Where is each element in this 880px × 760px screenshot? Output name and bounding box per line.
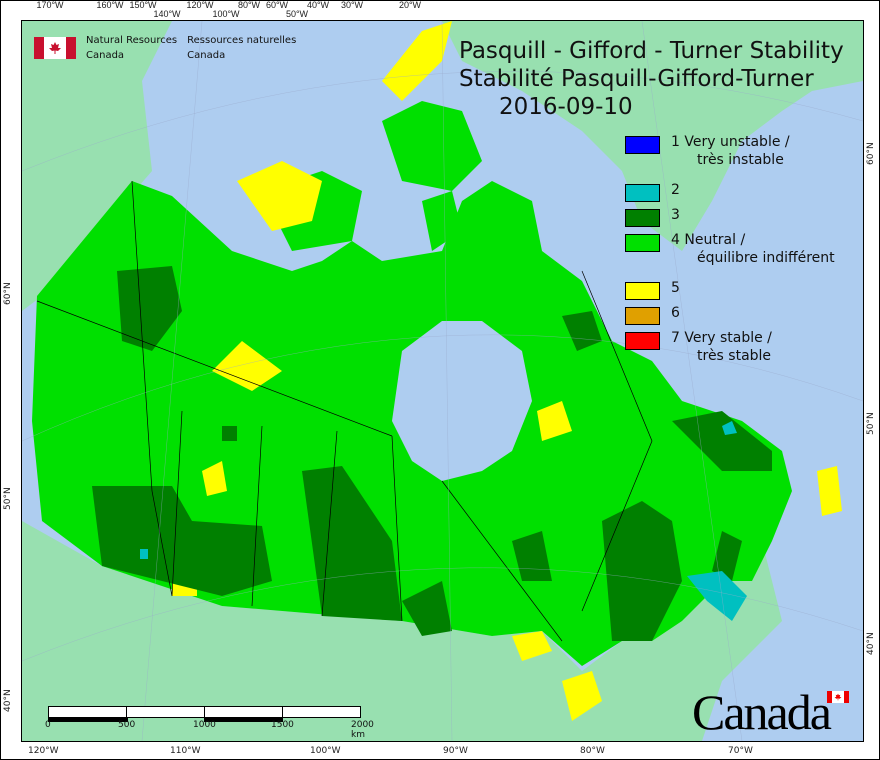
stability-3-region — [92, 266, 772, 641]
bottom-tick: 70°W — [728, 746, 753, 756]
agency-en-line1: Natural Resources — [86, 35, 178, 46]
scale-segment — [126, 706, 205, 718]
bottom-tick: 110°W — [170, 746, 201, 756]
right-tick: 40°N — [866, 632, 876, 655]
title-en: Pasquill - Gifford - Turner Stability — [459, 38, 844, 64]
legend-swatch — [625, 136, 660, 154]
maple-leaf-icon — [49, 42, 61, 54]
legend-swatch — [625, 282, 660, 300]
legend-swatch — [625, 234, 660, 252]
hudson-bay — [392, 321, 532, 481]
legend-label: 7 Very stable / — [671, 330, 772, 346]
top-tick: 160°W — [96, 0, 124, 10]
bottom-tick: 120°W — [28, 746, 59, 756]
left-tick: 50°N — [3, 487, 13, 510]
top-tick: 80°W — [237, 0, 261, 10]
nrcan-signature: Natural Resources Canada Ressources natu… — [34, 33, 296, 63]
graticule — [22, 21, 863, 741]
top-tick: 50°W — [285, 9, 309, 19]
legend-swatch — [625, 332, 660, 350]
legend-label: 2 — [671, 182, 680, 198]
scale-segment — [48, 706, 128, 722]
alaska — [22, 21, 172, 311]
agency-fr-line1: Ressources naturelles — [187, 35, 297, 46]
title-fr: Stabilité Pasquill-Gifford-Turner — [459, 66, 814, 92]
scale-label: 500 — [118, 720, 136, 730]
legend-label2: très instable — [697, 152, 784, 168]
maple-leaf-icon — [834, 693, 842, 701]
top-tick: 170°W — [36, 0, 64, 10]
agency-fr-line2: Canada — [187, 50, 226, 61]
bottom-tick: 90°W — [443, 746, 468, 756]
legend-label: 5 — [671, 280, 680, 296]
legend-label: 6 — [671, 305, 680, 321]
scale-segment — [282, 706, 361, 718]
province-borders — [36, 180, 653, 642]
top-tick: 120°W — [186, 0, 214, 10]
top-tick: 100°W — [212, 9, 240, 19]
scale-label: 0 — [45, 720, 51, 730]
left-tick: 60°N — [3, 282, 13, 305]
legend-swatch — [625, 307, 660, 325]
arctic-islands-green — [262, 101, 482, 251]
map-frame: Natural Resources Canada Ressources natu… — [21, 20, 864, 742]
canada-wordmark: Canada — [692, 684, 832, 740]
right-tick: 60°N — [866, 142, 876, 165]
bottom-tick: 80°W — [580, 746, 605, 756]
canada-flag-icon — [34, 37, 76, 59]
top-tick: 30°W — [340, 0, 364, 10]
scale-label: 1000 — [193, 720, 216, 730]
scale-label: 2000 km — [351, 720, 374, 740]
scale-label: 1500 — [271, 720, 294, 730]
top-tick: 40°W — [306, 0, 330, 10]
agency-en-line2: Canada — [86, 50, 125, 61]
right-tick: 50°N — [866, 412, 876, 435]
top-tick: 150°W — [129, 0, 157, 10]
top-tick: 60°W — [265, 0, 289, 10]
legend-label: 3 — [671, 207, 680, 223]
map-canvas — [22, 21, 863, 741]
legend-label: 4 Neutral / — [671, 232, 746, 248]
top-tick: 140°W — [153, 9, 181, 19]
map-title: Pasquill - Gifford - Turner Stability St… — [459, 37, 844, 121]
top-tick: 20°W — [398, 0, 422, 10]
title-date: 2016-09-10 — [499, 94, 633, 120]
legend-label: 1 Very unstable / — [671, 134, 790, 150]
left-tick: 40°N — [3, 689, 13, 712]
legend-label2: équilibre indifférent — [697, 250, 835, 266]
wordmark-flag-icon — [827, 691, 849, 703]
legend-label2: très stable — [697, 348, 772, 364]
legend-swatch — [625, 209, 660, 227]
legend-swatch — [625, 184, 660, 202]
bottom-tick: 100°W — [310, 746, 341, 756]
